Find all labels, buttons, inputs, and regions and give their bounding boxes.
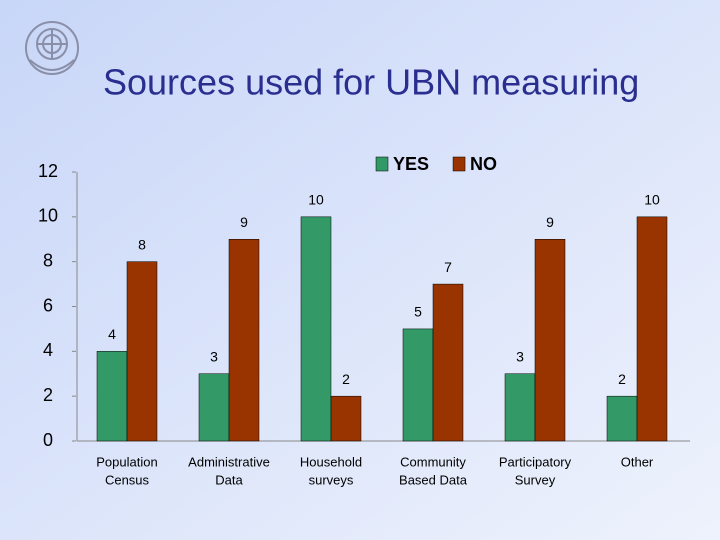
x-tick-label: Population (96, 454, 157, 469)
value-label: 3 (516, 348, 524, 364)
bar (126, 261, 158, 442)
y-tick-label: 4 (43, 340, 53, 360)
bar (96, 351, 128, 442)
legend-label: NO (470, 154, 497, 174)
chart-title: Sources used for UBN measuring (103, 62, 639, 103)
y-tick-label: 12 (38, 161, 58, 181)
x-tick-label: Administrative (188, 454, 270, 469)
bar (402, 328, 434, 442)
value-label: 5 (414, 304, 422, 320)
bar (432, 283, 464, 442)
x-tick-label: Participatory (499, 454, 572, 469)
y-tick-label: 10 (38, 206, 58, 226)
value-label: 2 (618, 371, 626, 387)
bar (228, 239, 260, 442)
value-label: 9 (546, 214, 554, 230)
value-label: 8 (138, 236, 146, 252)
x-tick-label: Other (621, 454, 654, 469)
y-tick-label: 8 (43, 250, 53, 270)
bar (198, 373, 230, 442)
bar (606, 395, 638, 442)
bar (636, 216, 668, 442)
y-tick-label: 6 (43, 295, 53, 315)
bar (504, 373, 536, 442)
bar (300, 216, 332, 442)
value-label: 4 (108, 326, 116, 342)
x-tick-label: Census (105, 472, 150, 487)
legend-swatch (452, 156, 466, 172)
y-tick-label: 0 (43, 430, 53, 450)
un-logo (25, 21, 79, 75)
value-label: 2 (342, 371, 350, 387)
legend-label: YES (393, 154, 429, 174)
bar (330, 395, 362, 442)
x-tick-label: Survey (515, 472, 556, 487)
value-label: 7 (444, 259, 452, 275)
legend-swatch (375, 156, 389, 172)
x-tick-label: Data (215, 472, 243, 487)
x-tick-label: surveys (309, 472, 354, 487)
value-label: 9 (240, 214, 248, 230)
value-label: 10 (644, 192, 660, 208)
x-tick-label: Community (400, 454, 466, 469)
value-label: 10 (308, 192, 324, 208)
x-tick-label: Based Data (399, 472, 468, 487)
x-tick-label: Household (300, 454, 362, 469)
y-tick-label: 2 (43, 385, 53, 405)
bar (534, 239, 566, 442)
value-label: 3 (210, 348, 218, 364)
